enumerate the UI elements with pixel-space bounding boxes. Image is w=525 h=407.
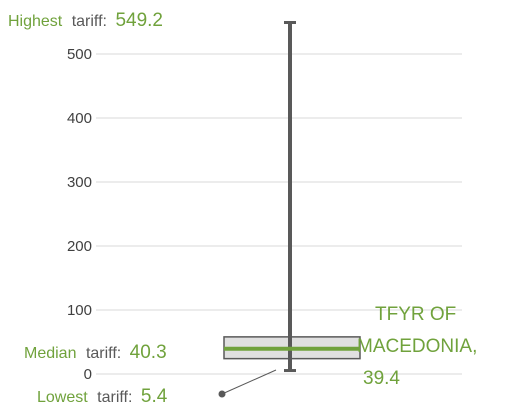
highlight-label-line1: TFYR OF [375, 304, 456, 325]
lowest-leader-line [221, 369, 277, 395]
highest-value: 549.2 [115, 10, 163, 31]
lowest-value: 5.4 [141, 386, 168, 407]
y-tick-label-0: 0 [84, 366, 92, 383]
y-tick-label-500: 500 [67, 46, 92, 63]
median-rest: tariff: [86, 345, 121, 362]
lowest-word: Lowest [37, 389, 88, 406]
highest-word: Highest [8, 13, 63, 30]
y-tick-label-400: 400 [67, 110, 92, 127]
median-word: Median [24, 345, 76, 362]
highlight-label-line2: MACEDONIA, [357, 336, 477, 357]
y-axis-ticks: 0 100 200 300 400 500 [67, 46, 92, 383]
lowest-tariff-label: Lowest tariff: 5.4 [37, 386, 168, 407]
highlight-label-value: 39.4 [363, 368, 400, 389]
highest-tariff-label: Highest tariff: 549.2 [8, 10, 163, 31]
lowest-leader-dot [218, 390, 226, 398]
highest-rest: tariff: [72, 13, 107, 30]
median-value: 40.3 [130, 342, 167, 363]
y-tick-label-100: 100 [67, 302, 92, 319]
gridlines [96, 53, 462, 375]
y-tick-label-300: 300 [67, 174, 92, 191]
median-tariff-label: Median tariff: 40.3 [24, 342, 167, 363]
y-tick-label-200: 200 [67, 238, 92, 255]
lowest-rest: tariff: [97, 389, 132, 406]
